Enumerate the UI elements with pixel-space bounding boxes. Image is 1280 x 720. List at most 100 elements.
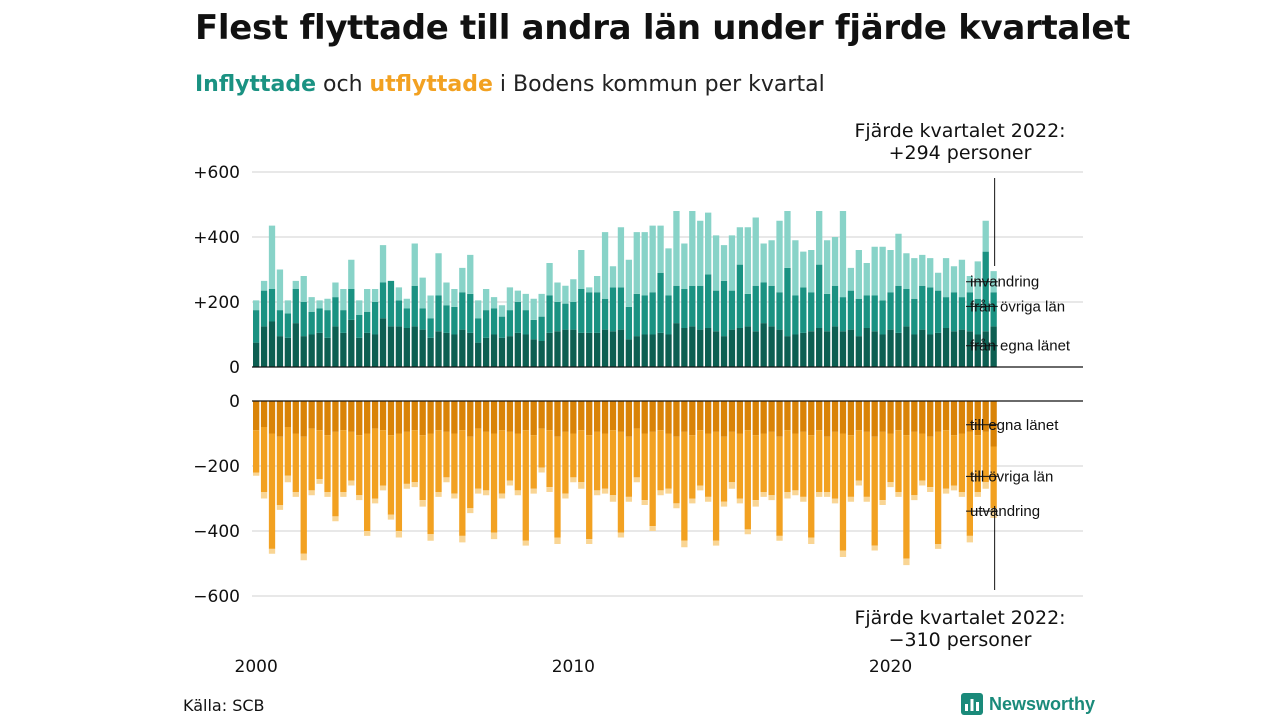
bar-out-2	[498, 430, 506, 494]
bar-out-3	[467, 508, 474, 514]
bar-out-1	[443, 401, 450, 432]
chart-title: Flest flyttade till andra län under fjär…	[195, 8, 1131, 48]
bar-out-3	[379, 485, 387, 491]
bar-out-2	[720, 436, 728, 502]
bar-out-2	[554, 436, 561, 538]
bar-out-2	[990, 446, 997, 509]
bar-out-3	[601, 488, 609, 494]
bar-out-1	[816, 401, 823, 431]
bar-in-3	[950, 266, 958, 293]
bar-out-2	[443, 431, 450, 478]
bar-in-2	[760, 282, 767, 324]
bar-in-3	[728, 235, 736, 291]
bar-out-3	[356, 495, 363, 501]
bar-in-3	[879, 246, 886, 301]
bar-in-3	[490, 297, 498, 309]
bar-in-3	[435, 253, 442, 296]
bar-in-3	[752, 217, 759, 286]
x-tick-label: 2010	[552, 657, 595, 677]
annotation-bottom-line1: Fjärde kvartalet 2022:	[854, 607, 1065, 629]
bar-out-3	[316, 479, 323, 484]
bar-out-2	[586, 435, 593, 540]
bar-in-3	[546, 263, 553, 296]
bar-in-1	[562, 329, 569, 367]
bar-in-2	[253, 310, 260, 343]
bar-out-3	[792, 490, 799, 496]
bar-out-2	[332, 431, 339, 517]
bar-out-3	[942, 488, 950, 494]
bar-in-1	[617, 329, 625, 367]
bar-in-1	[451, 334, 458, 367]
bar-in-2	[522, 310, 529, 335]
bar-out-1	[276, 401, 284, 437]
bar-out-2	[776, 436, 783, 536]
bar-out-3	[887, 482, 894, 488]
bar-in-3	[427, 295, 434, 319]
bar-in-3	[308, 297, 315, 312]
bar-in-1	[911, 334, 918, 367]
bar-out-2	[601, 433, 609, 489]
bar-out-3	[395, 531, 403, 538]
bar-in-2	[871, 295, 878, 332]
bar-in-3	[300, 276, 307, 302]
bar-out-2	[411, 430, 418, 483]
bar-in-2	[839, 297, 847, 332]
bar-out-1	[371, 401, 379, 429]
bar-out-1	[308, 401, 315, 429]
bar-out-1	[498, 401, 506, 431]
bar-in-1	[482, 337, 490, 367]
bar-out-1	[475, 401, 482, 429]
bar-in-3	[522, 293, 529, 311]
bar-out-1	[586, 401, 593, 436]
bar-in-1	[593, 332, 601, 367]
bar-in-2	[641, 295, 648, 335]
bar-in-1	[387, 326, 395, 367]
bar-in-3	[673, 211, 680, 286]
y-tick-label-bottom: −400	[193, 522, 240, 542]
bar-out-3	[324, 492, 331, 497]
bar-out-3	[253, 472, 260, 476]
bar-in-2	[324, 310, 331, 338]
bar-out-3	[808, 537, 815, 544]
bar-in-2	[427, 318, 434, 338]
bar-in-1	[879, 334, 886, 367]
bar-in-1	[966, 331, 973, 367]
brand-logo[interactable]: Newsworthy	[961, 693, 1095, 715]
bar-out-2	[371, 428, 379, 499]
bar-in-1	[736, 328, 744, 367]
bar-out-3	[641, 500, 648, 505]
bar-out-3	[784, 492, 791, 499]
bar-in-2	[911, 298, 918, 335]
bar-in-3	[974, 261, 981, 299]
bar-out-1	[324, 401, 331, 436]
bar-out-3	[681, 540, 688, 548]
bar-out-2	[451, 433, 458, 494]
bar-in-3	[276, 269, 284, 311]
bar-out-1	[665, 401, 672, 434]
bar-in-1	[459, 329, 466, 367]
bar-in-2	[792, 295, 799, 335]
bar-out-3	[387, 514, 395, 520]
bar-out-3	[728, 482, 736, 489]
bar-in-3	[839, 211, 847, 298]
bar-out-3	[934, 544, 942, 549]
bar-out-2	[942, 430, 950, 489]
bar-in-1	[411, 326, 418, 367]
bar-out-1	[514, 401, 521, 434]
bar-in-1	[379, 318, 387, 367]
bar-out-2	[808, 435, 815, 538]
subtitle-and-word: och	[323, 72, 363, 97]
bar-in-3	[617, 227, 625, 288]
bar-in-2	[966, 292, 973, 332]
bar-out-3	[752, 500, 759, 507]
bar-in-1	[728, 329, 736, 367]
bar-out-2	[324, 435, 331, 492]
bar-in-3	[443, 282, 450, 306]
bar-in-2	[593, 292, 601, 333]
bar-in-3	[403, 298, 410, 309]
bar-out-2	[490, 433, 498, 533]
bar-in-1	[427, 337, 434, 367]
bar-in-2	[863, 295, 870, 328]
bar-in-3	[816, 211, 823, 265]
bar-out-2	[276, 436, 284, 505]
